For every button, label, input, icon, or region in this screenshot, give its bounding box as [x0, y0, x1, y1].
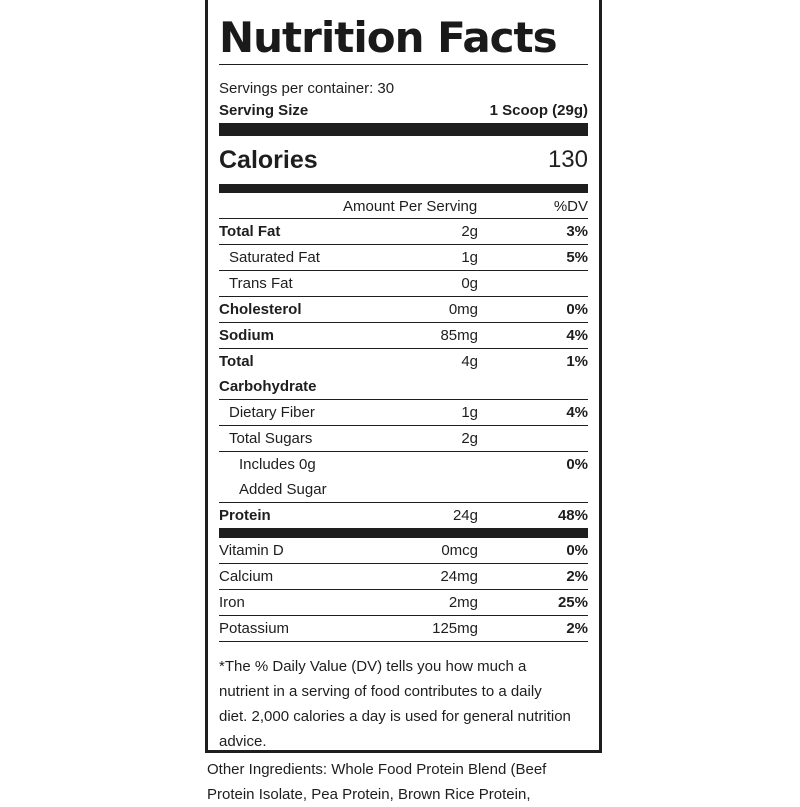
serving-size-row: Serving Size 1 Scoop (29g) — [219, 101, 588, 121]
serving-size-label: Serving Size — [219, 102, 309, 119]
nutrient-row-total-sugars: Total Sugars 2g — [219, 426, 588, 452]
nutrient-amount: 1g — [461, 404, 478, 421]
nutrient-name: Includes 0g Added Sugar — [219, 452, 419, 502]
nutrient-name: Sodium — [219, 327, 274, 344]
calories-value: 130 — [547, 146, 588, 173]
nutrient-row-total-fat: Total Fat 2g 3% — [219, 219, 588, 245]
vitamin-row-potassium: Potassium 125mg 2% — [219, 616, 588, 642]
dv-header: %DV — [553, 198, 588, 215]
vitamin-name: Vitamin D — [219, 542, 284, 559]
calories-row: Calories 130 — [219, 136, 588, 184]
nutrient-row-protein: Protein 24g 48% — [219, 503, 588, 528]
vitamin-name: Calcium — [219, 568, 274, 585]
nutrient-row-added-sugar: Includes 0g Added Sugar 0% — [219, 452, 588, 503]
nutrient-name: Total Fat — [219, 223, 281, 240]
nutrient-name-line1: Includes 0g — [239, 456, 316, 473]
nutrient-row-sodium: Sodium 85mg 4% — [219, 323, 588, 349]
vitamin-dv: 2% — [566, 568, 588, 585]
nutrient-name: Total Carbohydrate — [219, 349, 419, 399]
nutrient-amount: 4g — [461, 353, 478, 370]
nutrient-row-trans-fat: Trans Fat 0g — [219, 271, 588, 297]
nutrition-facts-label: Nutrition Facts Servings per container: … — [205, 0, 602, 753]
nutrient-dv: 1% — [566, 353, 588, 370]
nutrient-row-saturated-fat: Saturated Fat 1g 5% — [219, 245, 588, 271]
vitamin-amount: 0mcg — [441, 542, 478, 559]
vitamin-name: Iron — [219, 594, 245, 611]
column-header-row: Amount Per Serving %DV — [219, 196, 588, 219]
calories-label: Calories — [219, 145, 318, 174]
nutrient-dv: 5% — [566, 249, 588, 266]
vitamin-dv: 25% — [557, 594, 588, 611]
nutrient-amount: 2g — [461, 223, 478, 240]
nutrient-name: Cholesterol — [219, 301, 302, 318]
nutrient-amount: 0mg — [448, 301, 478, 318]
title-divider — [219, 64, 588, 65]
nutrient-dv: 48% — [557, 507, 588, 524]
nutrient-amount: 24g — [452, 507, 478, 524]
label-title: Nutrition Facts — [219, 13, 558, 62]
nutrient-dv: 0% — [566, 301, 588, 318]
nutrient-amount: 2g — [461, 430, 478, 447]
thick-divider — [219, 123, 588, 136]
calories-divider — [219, 184, 588, 193]
nutrient-amount: 0g — [461, 275, 478, 292]
nutrient-name-line2: Carbohydrate — [219, 378, 317, 395]
vitamin-row-calcium: Calcium 24mg 2% — [219, 564, 588, 590]
daily-value-footnote: *The % Daily Value (DV) tells you how mu… — [219, 658, 571, 750]
nutrient-name: Protein — [219, 507, 271, 524]
nutrient-dv: 0% — [566, 456, 588, 473]
nutrient-dv: 4% — [566, 404, 588, 421]
nutrient-row-total-carbohydrate: Total Carbohydrate 4g 1% — [219, 349, 588, 400]
vitamin-dv: 0% — [566, 542, 588, 559]
nutrient-dv: 3% — [566, 223, 588, 240]
nutrient-name: Dietary Fiber — [229, 404, 315, 421]
nutrient-name: Total Sugars — [229, 430, 313, 447]
nutrient-name-line1: Total — [219, 353, 254, 370]
nutrient-row-dietary-fiber: Dietary Fiber 1g 4% — [219, 400, 588, 426]
nutrient-amount: 1g — [461, 249, 478, 266]
vitamin-row-iron: Iron 2mg 25% — [219, 590, 588, 616]
nutrient-amount: 85mg — [440, 327, 478, 344]
vitamin-amount: 2mg — [448, 594, 478, 611]
servings-per-container: Servings per container: 30 — [219, 80, 395, 97]
serving-size-value: 1 Scoop (29g) — [489, 102, 588, 119]
amount-per-serving-header: Amount Per Serving — [343, 198, 478, 215]
vitamin-name: Potassium — [219, 620, 290, 637]
vitamin-amount: 125mg — [432, 620, 478, 637]
vitamin-row-vitamin-d: Vitamin D 0mcg 0% — [219, 538, 588, 564]
protein-divider — [219, 528, 588, 538]
vitamin-amount: 24mg — [440, 568, 478, 585]
nutrient-dv: 4% — [566, 327, 588, 344]
nutrient-name: Saturated Fat — [229, 249, 320, 266]
other-ingredients: Other Ingredients: Whole Food Protein Bl… — [207, 761, 547, 803]
nutrient-name-line2: Added Sugar — [239, 481, 327, 498]
nutrient-row-cholesterol: Cholesterol 0mg 0% — [219, 297, 588, 323]
nutrient-name: Trans Fat — [229, 275, 293, 292]
vitamin-dv: 2% — [566, 620, 588, 637]
